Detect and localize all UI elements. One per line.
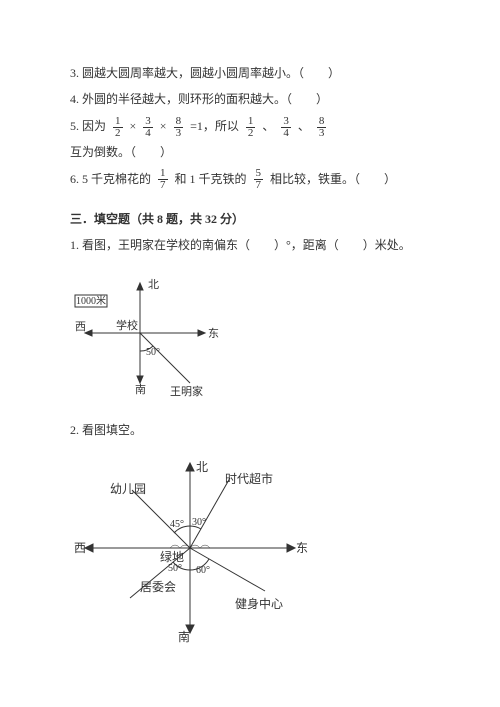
section-3-title: 三．填空题（共 8 题，共 32 分） xyxy=(70,206,430,232)
frac-c: 83 xyxy=(174,116,184,139)
question-3: 3. 圆越大圆周率越大，圆越小圆周率越小。（ ） xyxy=(70,60,430,86)
svg-text:时代超市: 时代超市 xyxy=(225,471,273,486)
svg-text:王明家: 王明家 xyxy=(170,384,203,398)
svg-text:西: 西 xyxy=(74,541,86,555)
svg-text:北: 北 xyxy=(148,278,159,291)
figure-1: 1000米 北 东 西 南 学校 50° 王明家 xyxy=(70,273,430,403)
svg-text:幼儿园: 幼儿园 xyxy=(110,482,146,496)
svg-text:健身中心: 健身中心 xyxy=(235,596,283,611)
frac-b: 34 xyxy=(143,116,153,139)
svg-text:南: 南 xyxy=(178,629,190,643)
eq: =1，所以 xyxy=(190,119,239,133)
svg-text:北: 北 xyxy=(196,460,208,474)
q6-mid: 和 1 千克铁的 xyxy=(175,172,247,186)
svg-text:东: 东 xyxy=(208,327,219,340)
frac-d: 12 xyxy=(246,116,256,139)
question-3-1: 1. 看图，王明家在学校的南偏东（ ）°，距离（ ）米处。 xyxy=(70,232,430,258)
svg-text:60°: 60° xyxy=(196,565,210,576)
sep1: 、 xyxy=(262,119,274,133)
times1: × xyxy=(130,119,137,133)
frac-h: 57 xyxy=(254,168,264,191)
svg-text:45°: 45° xyxy=(170,519,184,530)
svg-text:居委会: 居委会 xyxy=(140,580,176,594)
svg-text:50°: 50° xyxy=(168,563,182,574)
svg-text:南: 南 xyxy=(135,383,146,396)
sep2: 、 xyxy=(298,119,310,133)
q5-pre: 5. 因为 xyxy=(70,119,106,133)
svg-text:西: 西 xyxy=(75,321,86,333)
times2: × xyxy=(160,119,167,133)
frac-e: 34 xyxy=(281,116,291,139)
svg-text:1000米: 1000米 xyxy=(76,294,106,307)
figure-2: 北 南 东 西 绿地 幼儿园 45° 时代超市 30° 居委会 50° 健身中心… xyxy=(70,453,430,643)
frac-g: 17 xyxy=(158,168,168,191)
q6-post: 相比较，铁重。（ ） xyxy=(270,172,396,186)
svg-text:学校: 学校 xyxy=(116,318,138,332)
svg-text:绿地: 绿地 xyxy=(160,549,184,564)
frac-a: 12 xyxy=(113,116,123,139)
frac-f: 83 xyxy=(317,116,327,139)
svg-text:30°: 30° xyxy=(192,517,206,528)
svg-text:东: 东 xyxy=(296,541,308,555)
question-4: 4. 外圆的半径越大，则环形的面积越大。（ ） xyxy=(70,86,430,112)
svg-text:50°: 50° xyxy=(146,347,160,358)
q6-pre: 6. 5 千克棉花的 xyxy=(70,172,151,186)
question-5-line1: 5. 因为 12 × 34 × 83 =1，所以 12 、 34 、 83 xyxy=(70,113,430,139)
question-6: 6. 5 千克棉花的 17 和 1 千克铁的 57 相比较，铁重。（ ） xyxy=(70,166,430,192)
question-3-2: 2. 看图填空。 xyxy=(70,417,430,443)
question-5-line2: 互为倒数。（ ） xyxy=(70,139,430,165)
